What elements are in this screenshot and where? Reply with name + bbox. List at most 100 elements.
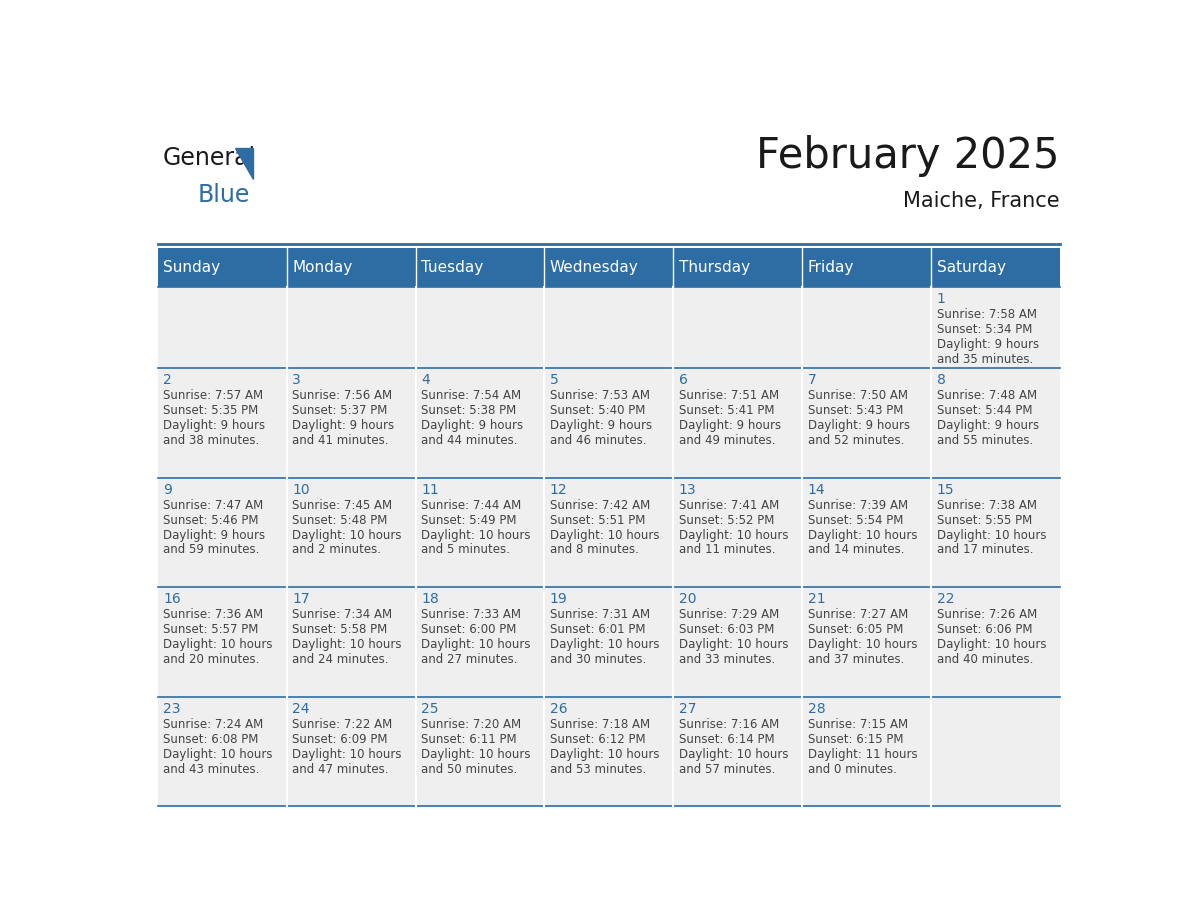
Text: and 8 minutes.: and 8 minutes. <box>550 543 639 556</box>
Text: 27: 27 <box>678 701 696 716</box>
Text: Sunset: 5:44 PM: Sunset: 5:44 PM <box>936 404 1032 417</box>
Bar <box>158 368 286 477</box>
Bar <box>286 477 416 588</box>
Text: Sunrise: 7:50 AM: Sunrise: 7:50 AM <box>808 389 908 402</box>
Text: 17: 17 <box>292 592 310 606</box>
Text: Sunrise: 7:54 AM: Sunrise: 7:54 AM <box>421 389 522 402</box>
Text: Sunset: 5:40 PM: Sunset: 5:40 PM <box>550 404 645 417</box>
Text: Daylight: 10 hours: Daylight: 10 hours <box>808 529 917 542</box>
Text: 20: 20 <box>678 592 696 606</box>
Text: and 2 minutes.: and 2 minutes. <box>292 543 381 556</box>
Text: Daylight: 10 hours: Daylight: 10 hours <box>678 748 789 761</box>
Text: 26: 26 <box>550 701 568 716</box>
Text: Sunset: 5:54 PM: Sunset: 5:54 PM <box>808 514 903 527</box>
Text: and 40 minutes.: and 40 minutes. <box>936 653 1034 666</box>
Text: 10: 10 <box>292 483 310 497</box>
Text: Saturday: Saturday <box>936 260 1005 274</box>
Text: Sunrise: 7:24 AM: Sunrise: 7:24 AM <box>163 718 264 731</box>
Bar <box>158 697 286 806</box>
Text: Blue: Blue <box>197 183 249 207</box>
Text: Sunrise: 7:44 AM: Sunrise: 7:44 AM <box>421 499 522 512</box>
Polygon shape <box>235 148 253 179</box>
Text: 3: 3 <box>292 373 301 387</box>
Text: Daylight: 10 hours: Daylight: 10 hours <box>292 529 402 542</box>
Text: Sunrise: 7:47 AM: Sunrise: 7:47 AM <box>163 499 264 512</box>
Bar <box>931 248 1060 286</box>
Text: Sunset: 5:37 PM: Sunset: 5:37 PM <box>292 404 387 417</box>
Text: Daylight: 10 hours: Daylight: 10 hours <box>936 529 1047 542</box>
Text: and 30 minutes.: and 30 minutes. <box>550 653 646 666</box>
Bar <box>544 588 674 697</box>
Text: Sunrise: 7:48 AM: Sunrise: 7:48 AM <box>936 389 1037 402</box>
Bar <box>158 287 286 368</box>
Text: Sunset: 6:05 PM: Sunset: 6:05 PM <box>808 623 903 636</box>
Text: Thursday: Thursday <box>678 260 750 274</box>
Text: 19: 19 <box>550 592 568 606</box>
Text: 14: 14 <box>808 483 826 497</box>
Text: Sunset: 5:49 PM: Sunset: 5:49 PM <box>421 514 517 527</box>
Text: Daylight: 10 hours: Daylight: 10 hours <box>678 638 789 651</box>
Text: and 41 minutes.: and 41 minutes. <box>292 434 388 447</box>
Text: Sunset: 6:15 PM: Sunset: 6:15 PM <box>808 733 903 746</box>
Bar <box>544 697 674 806</box>
Text: 6: 6 <box>678 373 688 387</box>
Text: and 43 minutes.: and 43 minutes. <box>163 763 260 776</box>
Text: Sunday: Sunday <box>163 260 220 274</box>
Text: Sunset: 6:00 PM: Sunset: 6:00 PM <box>421 623 517 636</box>
Text: Daylight: 9 hours: Daylight: 9 hours <box>936 338 1038 351</box>
Text: 21: 21 <box>808 592 826 606</box>
Bar <box>286 287 416 368</box>
Text: 5: 5 <box>550 373 558 387</box>
Text: and 24 minutes.: and 24 minutes. <box>292 653 388 666</box>
Text: Daylight: 9 hours: Daylight: 9 hours <box>936 419 1038 432</box>
Bar <box>544 287 674 368</box>
Bar <box>158 588 286 697</box>
Text: and 47 minutes.: and 47 minutes. <box>292 763 388 776</box>
Text: and 38 minutes.: and 38 minutes. <box>163 434 259 447</box>
Text: 4: 4 <box>421 373 430 387</box>
Bar <box>802 588 931 697</box>
Bar <box>158 248 286 286</box>
Text: and 37 minutes.: and 37 minutes. <box>808 653 904 666</box>
Bar <box>931 588 1060 697</box>
Text: and 55 minutes.: and 55 minutes. <box>936 434 1032 447</box>
Text: Maiche, France: Maiche, France <box>903 192 1060 211</box>
Text: 2: 2 <box>163 373 172 387</box>
Text: Sunset: 5:48 PM: Sunset: 5:48 PM <box>292 514 387 527</box>
Text: 24: 24 <box>292 701 310 716</box>
Text: Sunrise: 7:39 AM: Sunrise: 7:39 AM <box>808 499 908 512</box>
Text: and 52 minutes.: and 52 minutes. <box>808 434 904 447</box>
Text: Sunset: 5:58 PM: Sunset: 5:58 PM <box>292 623 387 636</box>
Bar <box>674 477 802 588</box>
Text: Daylight: 10 hours: Daylight: 10 hours <box>292 748 402 761</box>
Bar <box>286 368 416 477</box>
Text: Sunrise: 7:27 AM: Sunrise: 7:27 AM <box>808 609 908 621</box>
Text: Daylight: 10 hours: Daylight: 10 hours <box>936 638 1047 651</box>
Bar <box>544 368 674 477</box>
Bar <box>416 248 544 286</box>
Text: Sunset: 5:41 PM: Sunset: 5:41 PM <box>678 404 775 417</box>
Text: and 35 minutes.: and 35 minutes. <box>936 353 1032 365</box>
Text: 22: 22 <box>936 592 954 606</box>
Bar <box>802 368 931 477</box>
Text: Sunset: 6:09 PM: Sunset: 6:09 PM <box>292 733 387 746</box>
Text: Daylight: 9 hours: Daylight: 9 hours <box>421 419 523 432</box>
Text: 12: 12 <box>550 483 568 497</box>
Text: and 27 minutes.: and 27 minutes. <box>421 653 518 666</box>
Text: and 50 minutes.: and 50 minutes. <box>421 763 517 776</box>
Text: Daylight: 9 hours: Daylight: 9 hours <box>550 419 652 432</box>
Text: Sunrise: 7:41 AM: Sunrise: 7:41 AM <box>678 499 779 512</box>
Text: Sunrise: 7:31 AM: Sunrise: 7:31 AM <box>550 609 650 621</box>
Text: Daylight: 10 hours: Daylight: 10 hours <box>163 748 273 761</box>
Text: and 57 minutes.: and 57 minutes. <box>678 763 776 776</box>
Text: 8: 8 <box>936 373 946 387</box>
Bar <box>416 287 544 368</box>
Text: Sunset: 5:34 PM: Sunset: 5:34 PM <box>936 323 1032 336</box>
Text: Sunrise: 7:22 AM: Sunrise: 7:22 AM <box>292 718 392 731</box>
Text: Sunrise: 7:58 AM: Sunrise: 7:58 AM <box>936 308 1037 321</box>
Text: Monday: Monday <box>292 260 353 274</box>
Text: Wednesday: Wednesday <box>550 260 639 274</box>
Text: Daylight: 10 hours: Daylight: 10 hours <box>421 748 531 761</box>
Bar <box>674 588 802 697</box>
Text: and 20 minutes.: and 20 minutes. <box>163 653 260 666</box>
